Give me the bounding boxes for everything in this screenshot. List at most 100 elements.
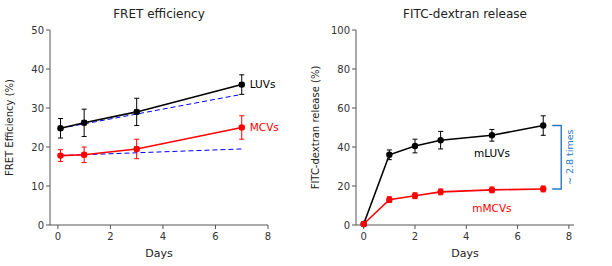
point [386, 196, 392, 202]
point [540, 122, 546, 128]
y-tick-label: 40 [31, 64, 44, 75]
x-tick-label: 4 [463, 231, 469, 242]
series-labels: LUVs MCVs [250, 78, 279, 133]
y-error-bar [239, 75, 244, 95]
x-tick [568, 225, 569, 229]
y-error-bar [438, 131, 443, 149]
point [412, 143, 418, 149]
series-label: MCVs [250, 121, 279, 133]
x-tick [162, 225, 163, 229]
y-error-bar [489, 129, 494, 141]
figure: FRET efficiency Days FRET Efficiency (%) 0 2… [0, 0, 612, 266]
point [57, 125, 63, 131]
y-tick [46, 147, 50, 148]
point [239, 124, 245, 130]
y-error-bar [387, 150, 392, 160]
point [437, 189, 443, 195]
y-tick [352, 147, 356, 148]
x-tick [414, 225, 415, 229]
series-label: mLUVs [474, 147, 510, 159]
y-tick [46, 186, 50, 187]
x-tick-label: 0 [361, 231, 367, 242]
x-tick [110, 225, 111, 229]
series-line [61, 85, 242, 129]
point [437, 137, 443, 143]
y-tick-label: 20 [337, 181, 350, 192]
y-error-bar [58, 150, 63, 162]
y-axis-label: FITC-dextran release (%) [310, 66, 321, 190]
title: FRET efficiency [113, 7, 205, 21]
y-tick-label: 0 [38, 220, 44, 231]
y-error-bar [541, 116, 546, 136]
y-tick [352, 69, 356, 70]
series-label: LUVs [250, 78, 276, 90]
y-error-bar [82, 147, 87, 163]
x-axis-label: Days [145, 247, 173, 260]
point [81, 152, 87, 158]
point [133, 109, 139, 115]
y-error-bar [412, 139, 417, 153]
x-tick [466, 225, 467, 229]
series-labels: mLUVsmMCVs [472, 147, 511, 214]
y-tick [352, 225, 356, 226]
y-tick [46, 108, 50, 109]
x-axis-label: Days [451, 247, 479, 260]
x-axis-line [356, 225, 574, 226]
x-tick [215, 225, 216, 229]
y-error-bar [387, 197, 392, 203]
y-tick-label: 10 [31, 181, 44, 192]
point [489, 187, 495, 193]
y-error-bar [438, 189, 443, 195]
x-tick-label: 8 [265, 231, 271, 242]
y-tick-label: 50 [31, 25, 44, 36]
x-tick-label: 0 [55, 231, 61, 242]
x-tick-label: 6 [514, 231, 520, 242]
x-tick-label: 8 [566, 231, 572, 242]
x-tick [268, 225, 269, 229]
point [540, 186, 546, 192]
plot-area [57, 75, 245, 163]
panel: FITC-dextran release Days FITC-dextran rel… [310, 7, 575, 260]
y-error-bar [134, 139, 139, 159]
y-tick-label: 80 [337, 64, 350, 75]
x-tick-label: 2 [107, 231, 113, 242]
y-error-bar [412, 193, 417, 199]
y-error-bar [82, 109, 87, 136]
plot-area [360, 116, 546, 227]
y-tick-label: 30 [31, 103, 44, 114]
y-tick-label: 0 [344, 220, 350, 231]
point [489, 132, 495, 138]
point [57, 152, 63, 158]
point [133, 146, 139, 152]
y-tick [352, 30, 356, 31]
trend-line [61, 94, 242, 128]
point [360, 221, 366, 227]
title: FITC-dextran release [403, 7, 527, 21]
y-axis-line [356, 30, 357, 225]
y-axis-label: FRET Efficiency (%) [4, 79, 15, 176]
point [386, 152, 392, 158]
y-error-bar [239, 116, 244, 139]
series-line [364, 126, 544, 224]
y-tick [46, 69, 50, 70]
y-error-bar [541, 186, 546, 192]
x-tick-label: 2 [412, 231, 418, 242]
y-error-bar [134, 98, 139, 125]
y-error-bar [58, 119, 63, 139]
point [412, 193, 418, 199]
series-line [364, 189, 544, 224]
y-tick [352, 108, 356, 109]
point [239, 81, 245, 87]
x-tick [57, 225, 58, 229]
x-axis-line [50, 225, 268, 226]
series-line [61, 128, 242, 156]
point [81, 120, 87, 126]
annotation-bracket [552, 126, 561, 189]
x-tick [517, 225, 518, 229]
point [360, 221, 366, 227]
y-tick [352, 186, 356, 187]
y-tick-label: 20 [31, 142, 44, 153]
panel: FRET efficiency Days FRET Efficiency (%) 0 2… [4, 7, 279, 260]
x-tick-label: 6 [212, 231, 218, 242]
y-tick-label: 60 [337, 103, 350, 114]
